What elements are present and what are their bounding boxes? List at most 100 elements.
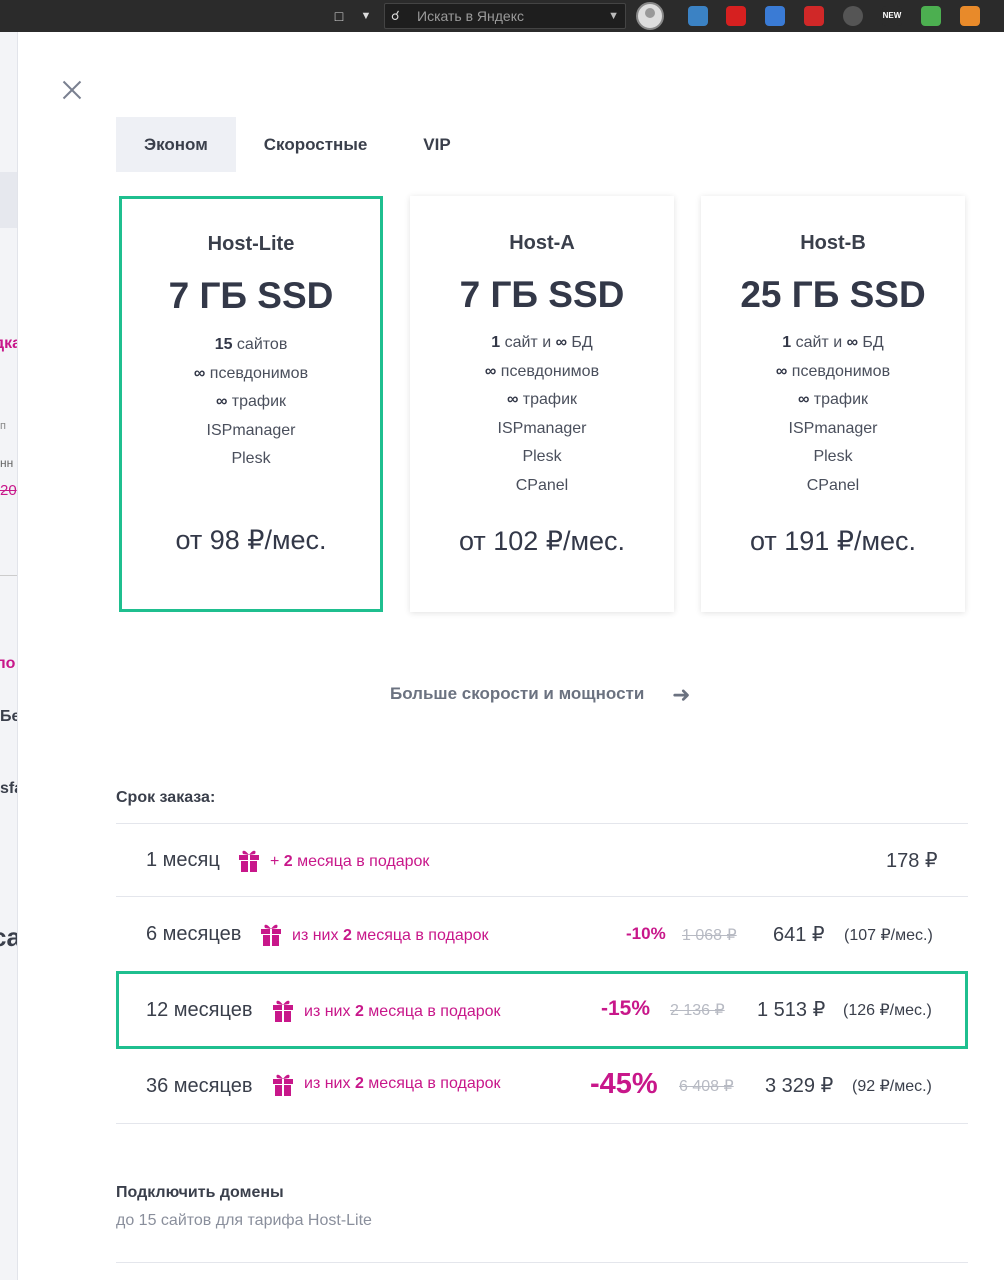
ext-new-label: NEW [882,11,902,20]
bookmark-icon[interactable]: □ [334,8,344,24]
plan-feature: ISPmanager [497,419,587,437]
profile-avatar[interactable] [636,2,664,30]
ext-password-icon[interactable] [804,6,824,26]
plan-feature: Plesk [231,450,271,467]
plan-category-tabs: Эконом Скоростные VIP [116,117,479,172]
background-page-sliver: дка п нн 20 по Бе sfa ca [0,32,18,1280]
plan-features: 1 сайт и ∞ БД ∞ псевдонимов ∞ трафик ISP… [701,329,965,500]
search-icon: ☌ [391,8,400,23]
bg-text-fragment: 20 [0,482,17,499]
plan-feature: ∞ трафик [797,391,869,408]
bg-text-fragment: дка [0,335,17,352]
ext-new-icon[interactable]: NEW [882,6,902,26]
plan-feature: CPanel [515,476,569,494]
term-option-6-months[interactable]: 6 месяцев из них 2 месяца в подарок -10%… [116,898,968,970]
divider [116,1262,968,1263]
plan-feature: Plesk [522,448,562,465]
bg-text-fragment: ca [0,922,17,953]
ext-maps-icon[interactable] [688,6,708,26]
plan-price: от 98 ₽/мес. [175,525,327,555]
plan-features: 15 сайтов ∞ псевдонимов ∞ трафик ISPmana… [122,331,380,474]
plan-feature: ∞ трафик [215,393,287,410]
gift-icon [273,1000,293,1022]
gift-icon [261,924,281,946]
plan-disk-size: 7 ГБ SSD [168,275,334,316]
gift-note: + 2 месяца в подарок [270,853,430,870]
order-term-label: Срок заказа: [116,789,216,806]
ext-adblock-icon[interactable] [726,6,746,26]
term-name: 6 месяцев [146,922,242,945]
tab-vip[interactable]: VIP [423,135,451,154]
gift-icon [239,850,259,872]
tab-econom[interactable]: Эконом [116,117,236,172]
search-dropdown-icon[interactable]: ▼ [608,10,619,22]
term-name: 12 месяцев [146,998,253,1021]
term-price: 641 ₽ [773,924,825,946]
connect-domains-subtitle: до 15 сайтов для тарифа Host-Lite [116,1212,372,1229]
term-price: 178 ₽ [886,850,938,872]
plan-name: Host-Lite [207,233,295,255]
plan-feature: CPanel [806,476,860,494]
plan-feature: ∞ трафик [506,391,578,408]
plan-price: от 191 ₽/мес. [749,526,917,556]
price-per-month: (107 ₽/мес.) [844,927,933,944]
old-price: 2 136 ₽ [670,1002,725,1019]
plan-feature: 1 сайт и ∞ БД [491,334,593,351]
term-option-1-month[interactable]: 1 месяц + 2 месяца в подарок 178 ₽ [116,824,968,896]
term-price: 3 329 ₽ [765,1075,834,1097]
plan-features: 1 сайт и ∞ БД ∞ псевдонимов ∞ трафик ISP… [410,329,674,500]
plan-feature: Plesk [813,448,853,465]
arrow-right-icon[interactable]: ➜ [672,682,691,707]
gift-icon [273,1074,293,1096]
bg-text-fragment: по [0,655,16,672]
ext-translate-icon[interactable] [765,6,785,26]
tab-fast[interactable]: Скоростные [263,135,368,154]
more-speed-link[interactable]: Больше скорости и мощности [390,684,645,703]
ext-fox-icon[interactable] [960,6,980,26]
chevron-down-icon[interactable]: ▼ [360,10,372,22]
term-option-12-months[interactable]: 12 месяцев из них 2 месяца в подарок -15… [116,971,968,1049]
bg-block [0,172,17,228]
browser-search-input[interactable] [417,7,597,25]
plan-feature: ISPmanager [206,421,296,439]
divider [116,896,968,897]
term-name: 36 месяцев [146,1074,253,1097]
plan-card-host-lite[interactable]: Host-Lite 7 ГБ SSD 15 сайтов ∞ псевдоним… [119,196,383,612]
discount-badge: -10% [626,924,666,943]
bg-text-fragment: п [0,420,6,432]
plan-feature: ∞ псевдонимов [484,362,600,380]
plan-feature: ISPmanager [788,419,878,437]
term-price: 1 513 ₽ [757,999,826,1021]
divider [116,823,968,824]
plan-disk-size: 25 ГБ SSD [740,274,926,315]
plan-card-host-b[interactable]: Host-B 25 ГБ SSD 1 сайт и ∞ БД ∞ псевдон… [701,196,965,612]
term-name: 1 месяц [146,848,220,871]
plan-feature: 1 сайт и ∞ БД [782,334,884,351]
bg-text-fragment: нн [0,456,14,470]
discount-badge: -45% [590,1068,658,1100]
bg-text-fragment: sfa [0,780,17,797]
gift-note: из них 2 месяца в подарок [292,927,489,944]
plan-price: от 102 ₽/мес. [458,526,626,556]
browser-search-box[interactable]: ☌ ▼ [384,3,626,29]
plan-name: Host-A [509,232,575,254]
old-price: 1 068 ₽ [682,927,737,944]
bg-text-fragment: Бе [0,708,17,725]
price-per-month: (126 ₽/мес.) [843,1002,932,1019]
gift-note: из них 2 месяца в подарок [304,1075,501,1092]
old-price: 6 408 ₽ [679,1078,734,1095]
ext-gray-icon[interactable] [843,6,863,26]
term-option-36-months[interactable]: 36 месяцев из них 2 месяца в подарок -45… [116,1050,968,1122]
plan-disk-size: 7 ГБ SSD [459,274,625,315]
divider [116,1123,968,1124]
plan-card-host-a[interactable]: Host-A 7 ГБ SSD 1 сайт и ∞ БД ∞ псевдони… [410,196,674,612]
browser-toolbar: □ ▼ ☌ ▼ NEW [0,0,1004,32]
plan-feature: ∞ псевдонимов [775,362,891,380]
plan-name: Host-B [800,232,866,254]
bg-divider [0,575,17,576]
ext-download-icon[interactable] [921,6,941,26]
close-icon[interactable] [58,76,86,104]
connect-domains-title: Подключить домены [116,1184,284,1201]
price-per-month: (92 ₽/мес.) [852,1078,932,1095]
gift-note: из них 2 месяца в подарок [304,1003,501,1020]
